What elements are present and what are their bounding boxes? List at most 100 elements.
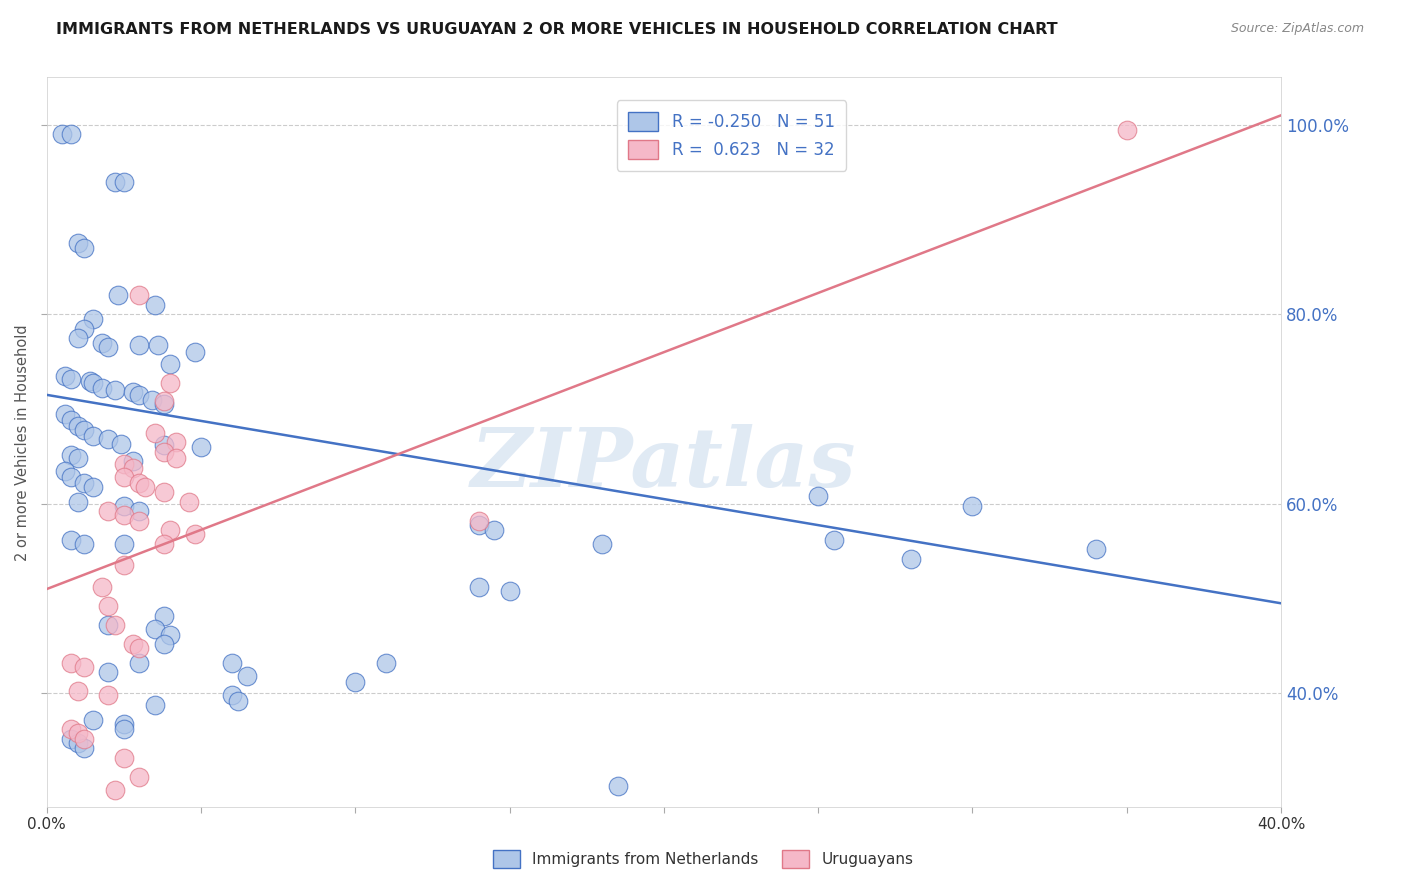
- Point: [66, 236, 89, 251]
- Point: [79, 374, 101, 388]
- Point: [467, 517, 489, 532]
- Point: [73, 731, 96, 746]
- Point: [97, 433, 120, 447]
- Point: [122, 454, 145, 468]
- Point: [128, 388, 150, 402]
- Point: [60, 413, 83, 427]
- Point: [66, 726, 89, 740]
- Point: [60, 731, 83, 746]
- Point: [82, 480, 104, 494]
- Point: [807, 489, 830, 503]
- Point: [66, 419, 89, 434]
- Point: [53, 464, 76, 478]
- Point: [60, 723, 83, 737]
- Point: [143, 698, 166, 712]
- Point: [190, 817, 212, 831]
- Point: [226, 694, 249, 708]
- Point: [159, 524, 181, 538]
- Point: [177, 495, 200, 509]
- Point: [159, 627, 181, 641]
- Point: [962, 499, 984, 513]
- Legend: R = -0.250   N = 51, R =  0.623   N = 32: R = -0.250 N = 51, R = 0.623 N = 32: [617, 101, 846, 170]
- Point: [190, 440, 212, 454]
- Text: IMMIGRANTS FROM NETHERLANDS VS URUGUAYAN 2 OR MORE VEHICLES IN HOUSEHOLD CORRELA: IMMIGRANTS FROM NETHERLANDS VS URUGUAYAN…: [56, 22, 1057, 37]
- Point: [66, 684, 89, 698]
- Point: [221, 656, 243, 670]
- Point: [73, 241, 96, 255]
- Point: [143, 425, 166, 440]
- Y-axis label: 2 or more Vehicles in Household: 2 or more Vehicles in Household: [15, 324, 30, 560]
- Point: [97, 688, 120, 702]
- Point: [128, 288, 150, 302]
- Point: [128, 475, 150, 490]
- Point: [73, 321, 96, 335]
- Point: [53, 407, 76, 421]
- Point: [159, 357, 181, 371]
- Point: [467, 514, 489, 528]
- Point: [1084, 542, 1107, 557]
- Point: [60, 656, 83, 670]
- Point: [91, 335, 114, 350]
- Point: [97, 504, 120, 518]
- Point: [73, 741, 96, 756]
- Point: [91, 381, 114, 395]
- Point: [97, 599, 120, 614]
- Point: [103, 618, 125, 632]
- Point: [73, 423, 96, 437]
- Point: [141, 392, 163, 407]
- Point: [823, 533, 845, 547]
- Point: [112, 470, 135, 484]
- Point: [51, 128, 73, 142]
- Point: [112, 716, 135, 731]
- Point: [159, 376, 181, 390]
- Point: [103, 783, 125, 797]
- Point: [153, 608, 176, 623]
- Point: [146, 337, 169, 351]
- Point: [128, 504, 150, 518]
- Point: [128, 640, 150, 655]
- Point: [91, 580, 114, 594]
- Point: [66, 331, 89, 345]
- Point: [153, 397, 176, 411]
- Point: [344, 674, 367, 689]
- Point: [60, 470, 83, 484]
- Point: [122, 460, 145, 475]
- Point: [66, 495, 89, 509]
- Point: [103, 383, 125, 397]
- Point: [1115, 122, 1137, 136]
- Point: [82, 376, 104, 390]
- Point: [236, 669, 259, 683]
- Point: [184, 527, 207, 541]
- Point: [82, 428, 104, 442]
- Point: [153, 438, 176, 452]
- Point: [73, 536, 96, 550]
- Point: [498, 584, 520, 599]
- Point: [97, 665, 120, 680]
- Point: [153, 485, 176, 500]
- Point: [112, 536, 135, 550]
- Point: [53, 368, 76, 383]
- Point: [128, 514, 150, 528]
- Point: [112, 558, 135, 573]
- Point: [73, 659, 96, 673]
- Point: [122, 384, 145, 399]
- Point: [128, 656, 150, 670]
- Point: [60, 128, 83, 142]
- Point: [221, 688, 243, 702]
- Point: [482, 524, 505, 538]
- Point: [143, 622, 166, 636]
- Point: [122, 637, 145, 651]
- Point: [97, 618, 120, 632]
- Point: [82, 312, 104, 326]
- Point: [73, 475, 96, 490]
- Point: [375, 656, 398, 670]
- Text: Source: ZipAtlas.com: Source: ZipAtlas.com: [1230, 22, 1364, 36]
- Point: [153, 394, 176, 409]
- Point: [60, 533, 83, 547]
- Point: [97, 341, 120, 355]
- Point: [112, 457, 135, 471]
- Point: [112, 175, 135, 189]
- Point: [112, 508, 135, 523]
- Point: [103, 175, 125, 189]
- Point: [60, 372, 83, 386]
